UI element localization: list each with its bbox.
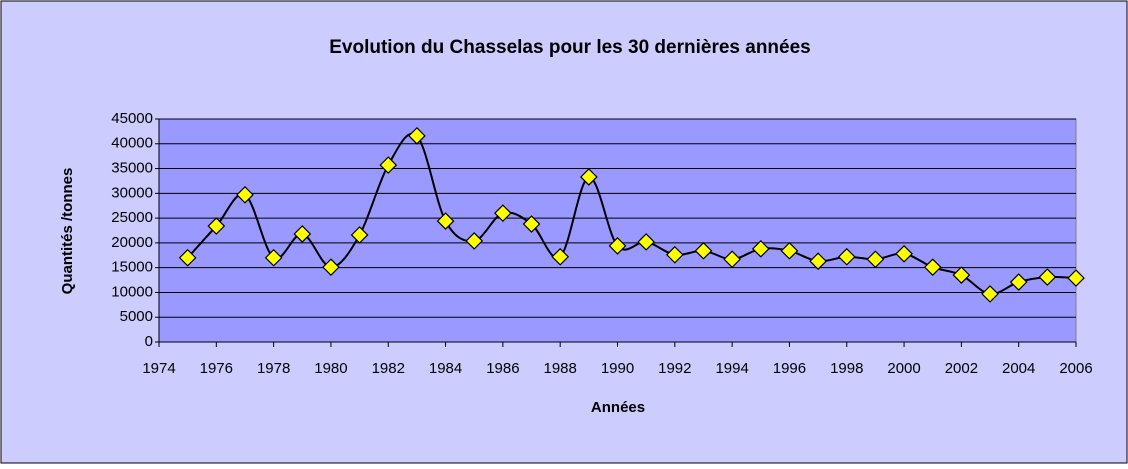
marker — [551, 247, 570, 266]
marker — [350, 226, 369, 244]
y-tick-label: 15000 — [111, 259, 153, 276]
y-tick-label: 35000 — [111, 160, 153, 177]
marker — [236, 185, 254, 204]
marker — [579, 168, 598, 186]
x-tick-label: 1992 — [658, 360, 691, 377]
marker — [1038, 268, 1057, 286]
marker — [809, 252, 827, 271]
marker — [522, 215, 541, 233]
x-tick-label: 1980 — [314, 360, 347, 377]
x-tick-label: 2000 — [887, 360, 920, 377]
x-tick-label: 2002 — [945, 360, 978, 377]
marker — [981, 285, 999, 303]
marker — [494, 204, 512, 223]
chart-title: Evolution du Chasselas pour les 30 derni… — [329, 37, 811, 58]
marker — [322, 258, 340, 277]
marker — [751, 239, 770, 258]
marker — [1067, 269, 1085, 287]
marker — [923, 258, 942, 277]
x-tick-label: 1998 — [830, 360, 863, 377]
x-tick-label: 1984 — [429, 360, 462, 377]
marker — [1009, 273, 1028, 291]
x-tick-label: 2006 — [1059, 360, 1092, 377]
marker — [178, 248, 197, 267]
marker — [207, 217, 226, 235]
x-axis-label: Années — [591, 399, 645, 416]
marker — [866, 250, 885, 269]
x-tick-label: 1976 — [200, 360, 233, 377]
marker — [837, 247, 856, 266]
y-tick-label: 20000 — [111, 234, 153, 251]
marker — [293, 225, 312, 243]
x-tick-label: 1990 — [601, 360, 634, 377]
y-tick-label: 0 — [145, 333, 153, 350]
marker — [436, 212, 455, 230]
marker — [465, 232, 484, 250]
marker — [608, 237, 627, 255]
y-tick-label: 25000 — [111, 209, 153, 226]
x-tick-label: 1974 — [142, 360, 175, 377]
marker — [780, 241, 799, 260]
x-tick-label: 1996 — [773, 360, 806, 377]
plot-area — [158, 118, 1077, 343]
x-tick-label: 1988 — [544, 360, 577, 377]
x-tick-label: 1986 — [486, 360, 519, 377]
y-axis-label: Quantités /tonnes — [59, 168, 76, 295]
y-tick-label: 30000 — [111, 184, 153, 201]
x-tick-label: 1982 — [372, 360, 405, 377]
marker — [408, 127, 426, 145]
marker — [952, 266, 971, 284]
y-tick-label: 5000 — [120, 308, 153, 325]
x-tick-label: 1994 — [715, 360, 748, 377]
x-tick-label: 2004 — [1002, 360, 1035, 377]
y-tick-label: 45000 — [111, 110, 153, 127]
marker — [637, 233, 656, 251]
x-tick-label: 1978 — [257, 360, 290, 377]
marker — [723, 250, 741, 269]
y-tick-label: 10000 — [111, 283, 153, 300]
marker — [264, 248, 283, 267]
marker — [895, 244, 913, 263]
y-tick-label: 40000 — [111, 135, 153, 152]
marker — [379, 156, 398, 174]
marker — [694, 241, 713, 260]
marker — [665, 245, 684, 264]
